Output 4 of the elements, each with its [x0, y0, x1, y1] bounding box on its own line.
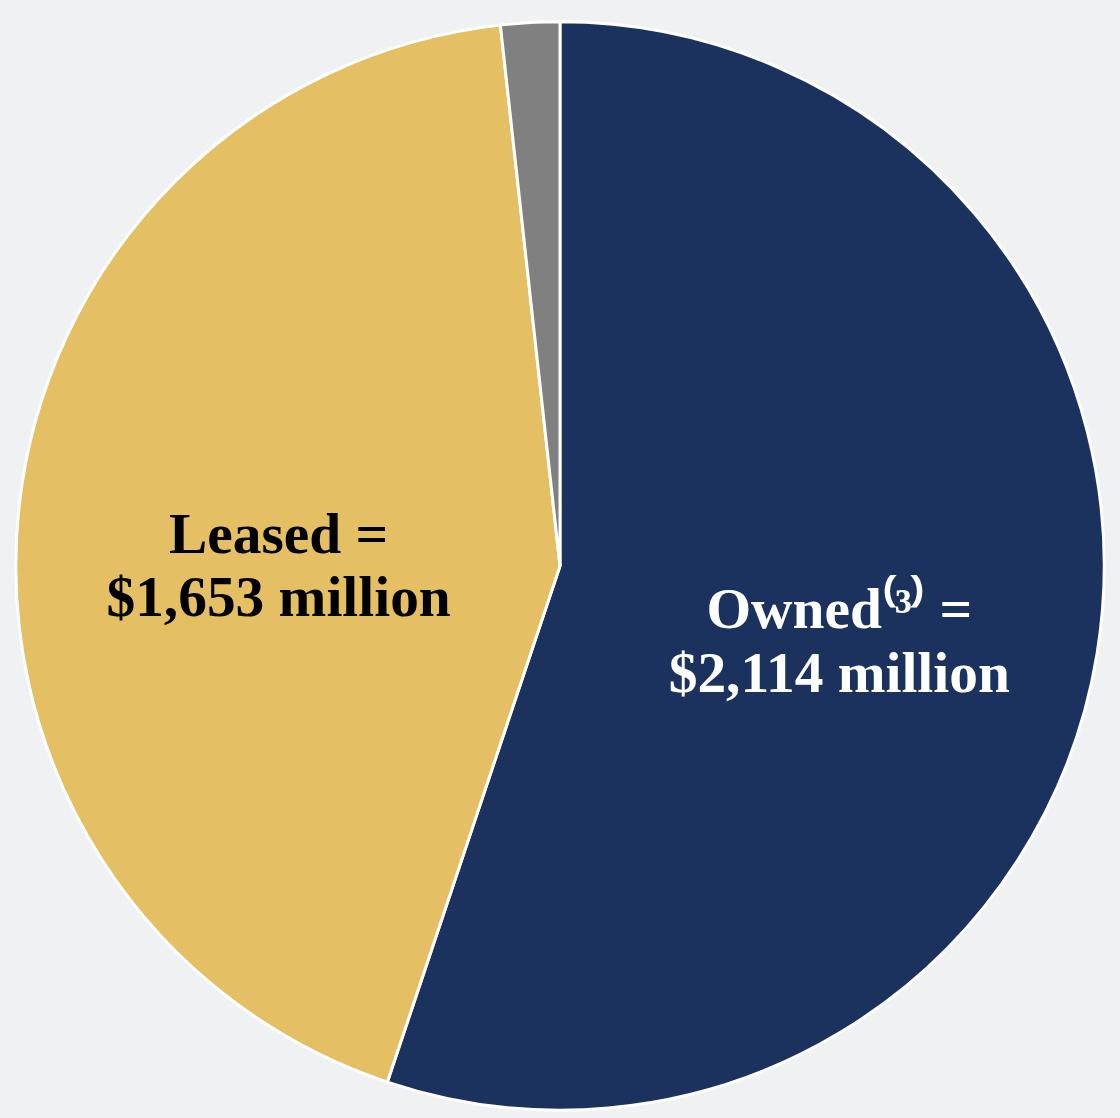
data-label: $1,653 million [106, 565, 451, 629]
data-label: $2,114 million [668, 640, 1010, 704]
slice-label: Owned⁽³⁾ = [706, 575, 973, 641]
slice-label: Leased = [169, 501, 389, 565]
